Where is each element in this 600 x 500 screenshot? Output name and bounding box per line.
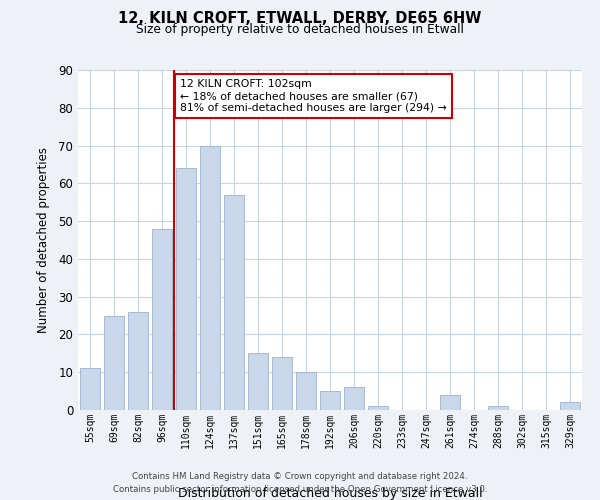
Bar	[128, 312, 148, 410]
Bar	[320, 391, 340, 410]
Text: Size of property relative to detached houses in Etwall: Size of property relative to detached ho…	[136, 23, 464, 36]
Bar	[488, 406, 508, 410]
Text: 12, KILN CROFT, ETWALL, DERBY, DE65 6HW: 12, KILN CROFT, ETWALL, DERBY, DE65 6HW	[118, 11, 482, 26]
Bar	[176, 168, 196, 410]
Bar	[296, 372, 316, 410]
X-axis label: Distribution of detached houses by size in Etwall: Distribution of detached houses by size …	[178, 487, 482, 500]
Bar	[152, 228, 172, 410]
Y-axis label: Number of detached properties: Number of detached properties	[37, 147, 50, 333]
Bar	[368, 406, 388, 410]
Text: 12 KILN CROFT: 102sqm
← 18% of detached houses are smaller (67)
81% of semi-deta: 12 KILN CROFT: 102sqm ← 18% of detached …	[180, 80, 447, 112]
Bar	[272, 357, 292, 410]
Text: Contains HM Land Registry data © Crown copyright and database right 2024.
Contai: Contains HM Land Registry data © Crown c…	[113, 472, 487, 494]
Bar	[560, 402, 580, 410]
Bar	[104, 316, 124, 410]
Bar	[224, 194, 244, 410]
Bar	[344, 388, 364, 410]
Bar	[200, 146, 220, 410]
Bar	[80, 368, 100, 410]
Bar	[248, 354, 268, 410]
Bar	[440, 395, 460, 410]
